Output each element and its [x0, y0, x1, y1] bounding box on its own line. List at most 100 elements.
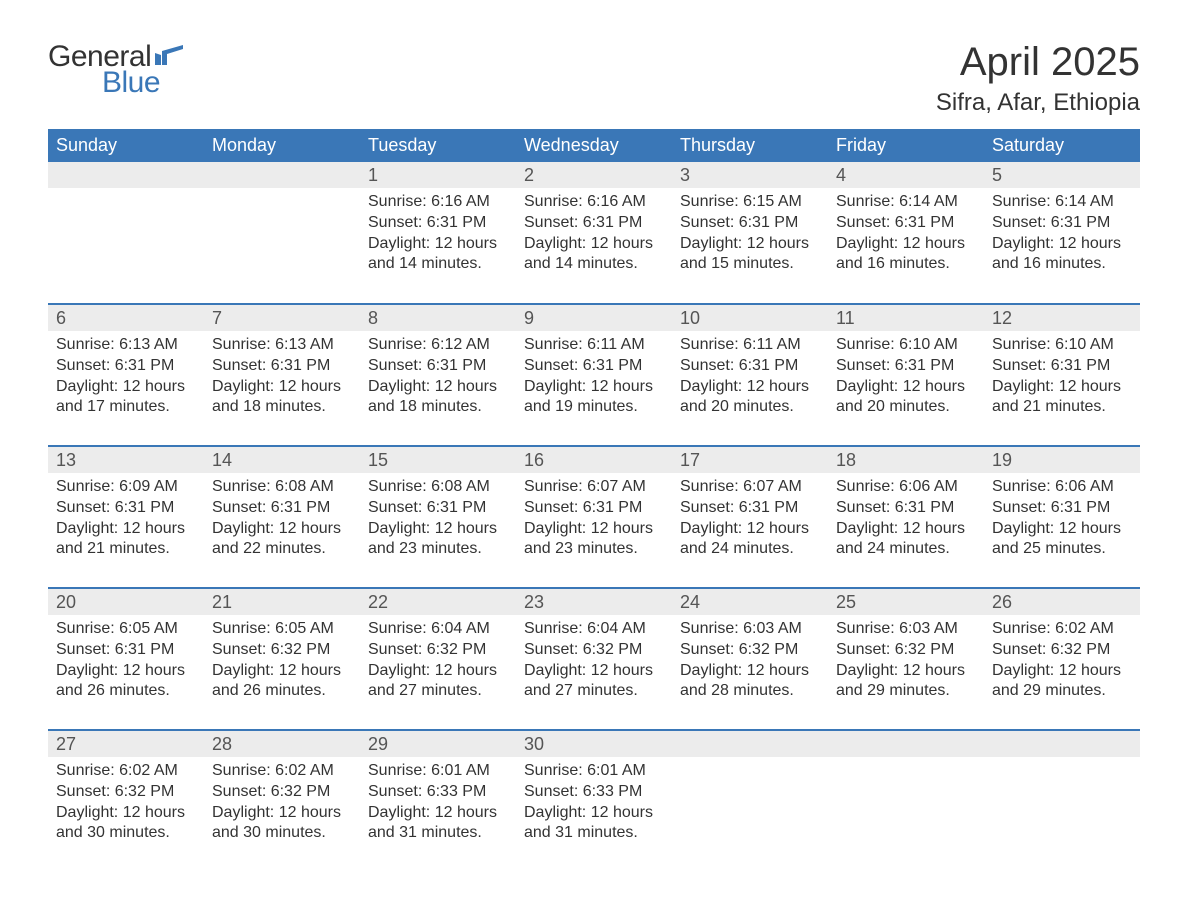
sunset-text: Sunset: 6:31 PM — [524, 356, 664, 377]
sunrise-text: Sunrise: 6:05 AM — [56, 619, 196, 640]
day-number: 16 — [516, 447, 672, 473]
daylight1-text: Daylight: 12 hours — [524, 661, 664, 682]
sunrise-text: Sunrise: 6:04 AM — [524, 619, 664, 640]
day-body: Sunrise: 6:02 AMSunset: 6:32 PMDaylight:… — [48, 757, 204, 854]
daylight2-text: and 20 minutes. — [836, 397, 976, 418]
day-body: Sunrise: 6:02 AMSunset: 6:32 PMDaylight:… — [204, 757, 360, 854]
day-number: 7 — [204, 305, 360, 331]
weekday-header: Friday — [828, 129, 984, 162]
sunrise-text: Sunrise: 6:16 AM — [524, 192, 664, 213]
daylight2-text: and 30 minutes. — [56, 823, 196, 844]
weekday-header: Thursday — [672, 129, 828, 162]
daylight1-text: Daylight: 12 hours — [836, 234, 976, 255]
calendar-day-cell: 15Sunrise: 6:08 AMSunset: 6:31 PMDayligh… — [360, 446, 516, 588]
daylight2-text: and 21 minutes. — [56, 539, 196, 560]
calendar-day-cell: 7 Sunrise: 6:13 AMSunset: 6:31 PMDaylight… — [204, 304, 360, 446]
day-body: Sunrise: 6:01 AMSunset: 6:33 PMDaylight:… — [360, 757, 516, 854]
sunrise-text: Sunrise: 6:13 AM — [212, 335, 352, 356]
sunrise-text: Sunrise: 6:11 AM — [524, 335, 664, 356]
weekday-header: Sunday — [48, 129, 204, 162]
day-body: Sunrise: 6:10 AMSunset: 6:31 PMDaylight:… — [984, 331, 1140, 428]
daylight2-text: and 19 minutes. — [524, 397, 664, 418]
sunrise-text: Sunrise: 6:01 AM — [524, 761, 664, 782]
daylight1-text: Daylight: 12 hours — [524, 377, 664, 398]
daylight1-text: Daylight: 12 hours — [680, 234, 820, 255]
sunrise-text: Sunrise: 6:03 AM — [680, 619, 820, 640]
day-number: 25 — [828, 589, 984, 615]
daylight1-text: Daylight: 12 hours — [524, 234, 664, 255]
calendar-week-row: 27Sunrise: 6:02 AMSunset: 6:32 PMDayligh… — [48, 730, 1140, 872]
calendar-week-row: 13Sunrise: 6:09 AMSunset: 6:31 PMDayligh… — [48, 446, 1140, 588]
sunset-text: Sunset: 6:31 PM — [56, 640, 196, 661]
daylight1-text: Daylight: 12 hours — [212, 377, 352, 398]
calendar-day-cell — [204, 162, 360, 304]
calendar-week-row: 6Sunrise: 6:13 AMSunset: 6:31 PMDaylight… — [48, 304, 1140, 446]
sunset-text: Sunset: 6:33 PM — [524, 782, 664, 803]
daylight1-text: Daylight: 12 hours — [836, 661, 976, 682]
day-number: 11 — [828, 305, 984, 331]
sunset-text: Sunset: 6:31 PM — [992, 213, 1132, 234]
calendar-day-cell: 10Sunrise: 6:11 AMSunset: 6:31 PMDayligh… — [672, 304, 828, 446]
daylight1-text: Daylight: 12 hours — [212, 661, 352, 682]
daylight1-text: Daylight: 12 hours — [836, 377, 976, 398]
sunrise-text: Sunrise: 6:08 AM — [212, 477, 352, 498]
day-body: Sunrise: 6:07 AMSunset: 6:31 PMDaylight:… — [516, 473, 672, 570]
calendar-day-cell: 16Sunrise: 6:07 AMSunset: 6:31 PMDayligh… — [516, 446, 672, 588]
calendar-week-row: 20 Sunrise: 6:05 AMSunset: 6:31 PM Dayligh… — [48, 588, 1140, 730]
calendar-day-cell — [828, 730, 984, 872]
day-body: Sunrise: 6:05 AMSunset: 6:32 PMDaylight:… — [204, 615, 360, 712]
day-number: 1 — [360, 162, 516, 188]
day-number: 3 — [672, 162, 828, 188]
daylight2-text: and 18 minutes. — [212, 397, 352, 418]
empty-daynum — [48, 162, 204, 188]
daylight2-text: and 14 minutes. — [524, 254, 664, 275]
sunset-text: Sunset: 6:32 PM — [56, 782, 196, 803]
daylight1-text: Daylight: 12 hours — [368, 519, 508, 540]
daylight1-text: Daylight: 12 hours — [524, 519, 664, 540]
calendar-day-cell: 27Sunrise: 6:02 AMSunset: 6:32 PMDayligh… — [48, 730, 204, 872]
sunrise-text: Sunrise: 6:12 AM — [368, 335, 508, 356]
day-number: 20 — [48, 589, 204, 615]
sunset-text: Sunset: 6:31 PM — [836, 498, 976, 519]
calendar-day-cell: 30Sunrise: 6:01 AMSunset: 6:33 PMDayligh… — [516, 730, 672, 872]
sunrise-text: Sunrise: 6:08 AM — [368, 477, 508, 498]
day-number: 17 — [672, 447, 828, 473]
daylight1-text: Daylight: 12 hours — [524, 803, 664, 824]
sunset-text: Sunset: 6:31 PM — [368, 356, 508, 377]
sunrise-text: Sunrise: 6:06 AM — [992, 477, 1132, 498]
day-body: Sunrise: 6:06 AMSunset: 6:31 PMDaylight:… — [984, 473, 1140, 570]
daylight2-text: and 23 minutes. — [524, 539, 664, 560]
daylight2-text: and 18 minutes. — [368, 397, 508, 418]
logo: General Blue — [48, 40, 183, 100]
sunset-text: Sunset: 6:31 PM — [992, 356, 1132, 377]
daylight1-text: Daylight: 12 hours — [368, 803, 508, 824]
calendar-header-row: Sunday Monday Tuesday Wednesday Thursday… — [48, 129, 1140, 162]
location-text: Sifra, Afar, Ethiopia — [936, 89, 1140, 117]
calendar-day-cell — [672, 730, 828, 872]
sunset-text: Sunset: 6:31 PM — [836, 213, 976, 234]
calendar-body: 1Sunrise: 6:16 AMSunset: 6:31 PMDaylight… — [48, 162, 1140, 872]
daylight1-text: Daylight: 12 hours — [56, 519, 196, 540]
daylight1-text: Daylight: 12 hours — [680, 519, 820, 540]
sunrise-text: Sunrise: 6:07 AM — [524, 477, 664, 498]
day-body: Sunrise: 6:04 AMSunset: 6:32 PMDaylight:… — [360, 615, 516, 712]
sunset-text: Sunset: 6:31 PM — [680, 213, 820, 234]
sunrise-text: Sunrise: 6:14 AM — [836, 192, 976, 213]
calendar-day-cell — [48, 162, 204, 304]
title-block: April 2025 Sifra, Afar, Ethiopia — [936, 40, 1140, 117]
sunrise-text: Sunrise: 6:02 AM — [212, 761, 352, 782]
day-number: 13 — [48, 447, 204, 473]
sunset-text: Sunset: 6:31 PM — [212, 356, 352, 377]
calendar-day-cell: 5Sunrise: 6:14 AMSunset: 6:31 PMDaylight… — [984, 162, 1140, 304]
day-body: Sunrise: 6:16 AMSunset: 6:31 PMDaylight:… — [516, 188, 672, 285]
daylight1-text: Daylight: 12 hours — [992, 519, 1132, 540]
day-body: Sunrise: 6:01 AMSunset: 6:33 PMDaylight:… — [516, 757, 672, 854]
sunrise-text: Sunrise: 6:06 AM — [836, 477, 976, 498]
calendar-day-cell: 1Sunrise: 6:16 AMSunset: 6:31 PMDaylight… — [360, 162, 516, 304]
daylight2-text: and 31 minutes. — [368, 823, 508, 844]
day-body: Sunrise: 6:09 AMSunset: 6:31 PMDaylight:… — [48, 473, 204, 570]
calendar-day-cell: 20Sunrise: 6:05 AMSunset: 6:31 PMDayligh… — [48, 588, 204, 730]
sunset-text: Sunset: 6:31 PM — [56, 498, 196, 519]
daylight2-text: and 23 minutes. — [368, 539, 508, 560]
calendar-day-cell: 17Sunrise: 6:07 AMSunset: 6:31 PMDayligh… — [672, 446, 828, 588]
